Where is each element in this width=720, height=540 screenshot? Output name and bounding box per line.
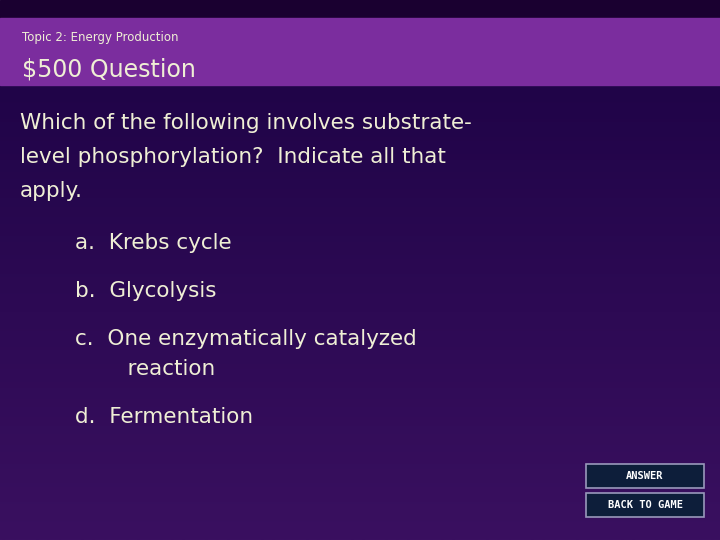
FancyBboxPatch shape <box>586 493 704 517</box>
Text: d.  Fermentation: d. Fermentation <box>75 407 253 427</box>
Text: a.  Krebs cycle: a. Krebs cycle <box>75 233 232 253</box>
Text: Topic 2: Energy Production: Topic 2: Energy Production <box>22 31 179 44</box>
Text: Which of the following involves substrate-: Which of the following involves substrat… <box>20 113 472 133</box>
Text: reaction: reaction <box>100 359 215 379</box>
Bar <box>0 0 720 18</box>
Bar <box>0 18 720 85</box>
Text: level phosphorylation?  Indicate all that: level phosphorylation? Indicate all that <box>20 147 446 167</box>
Text: b.  Glycolysis: b. Glycolysis <box>75 281 217 301</box>
Text: c.  One enzymatically catalyzed: c. One enzymatically catalyzed <box>75 329 417 349</box>
Text: $500 Question: $500 Question <box>22 58 196 82</box>
Text: ANSWER: ANSWER <box>626 471 664 481</box>
FancyBboxPatch shape <box>586 464 704 488</box>
Text: apply.: apply. <box>20 181 83 201</box>
Text: BACK TO GAME: BACK TO GAME <box>608 500 683 510</box>
